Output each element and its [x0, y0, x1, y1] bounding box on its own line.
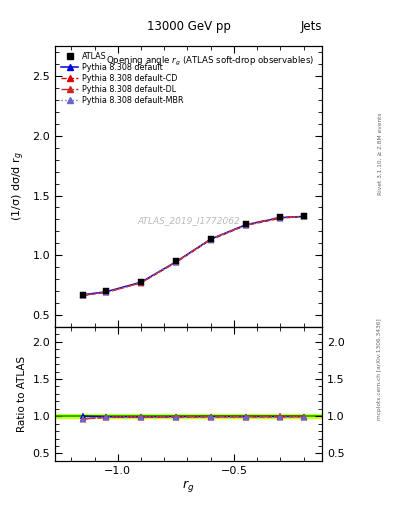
Y-axis label: (1/σ) dσ/d r$_g$: (1/σ) dσ/d r$_g$ [11, 152, 27, 222]
Legend: ATLAS, Pythia 8.308 default, Pythia 8.308 default-CD, Pythia 8.308 default-DL, P: ATLAS, Pythia 8.308 default, Pythia 8.30… [59, 50, 185, 106]
Text: Opening angle $r_g$ (ATLAS soft-drop observables): Opening angle $r_g$ (ATLAS soft-drop obs… [106, 54, 314, 68]
Text: Rivet 3.1.10, ≥ 2.8M events: Rivet 3.1.10, ≥ 2.8M events [377, 112, 382, 195]
Text: Jets: Jets [301, 20, 322, 33]
Text: mcplots.cern.ch [arXiv:1306.3436]: mcplots.cern.ch [arXiv:1306.3436] [377, 318, 382, 419]
Y-axis label: Ratio to ATLAS: Ratio to ATLAS [17, 356, 27, 432]
Text: ATLAS_2019_I1772062: ATLAS_2019_I1772062 [137, 216, 240, 225]
Text: 13000 GeV pp: 13000 GeV pp [147, 20, 231, 33]
X-axis label: $r_g$: $r_g$ [182, 478, 195, 495]
